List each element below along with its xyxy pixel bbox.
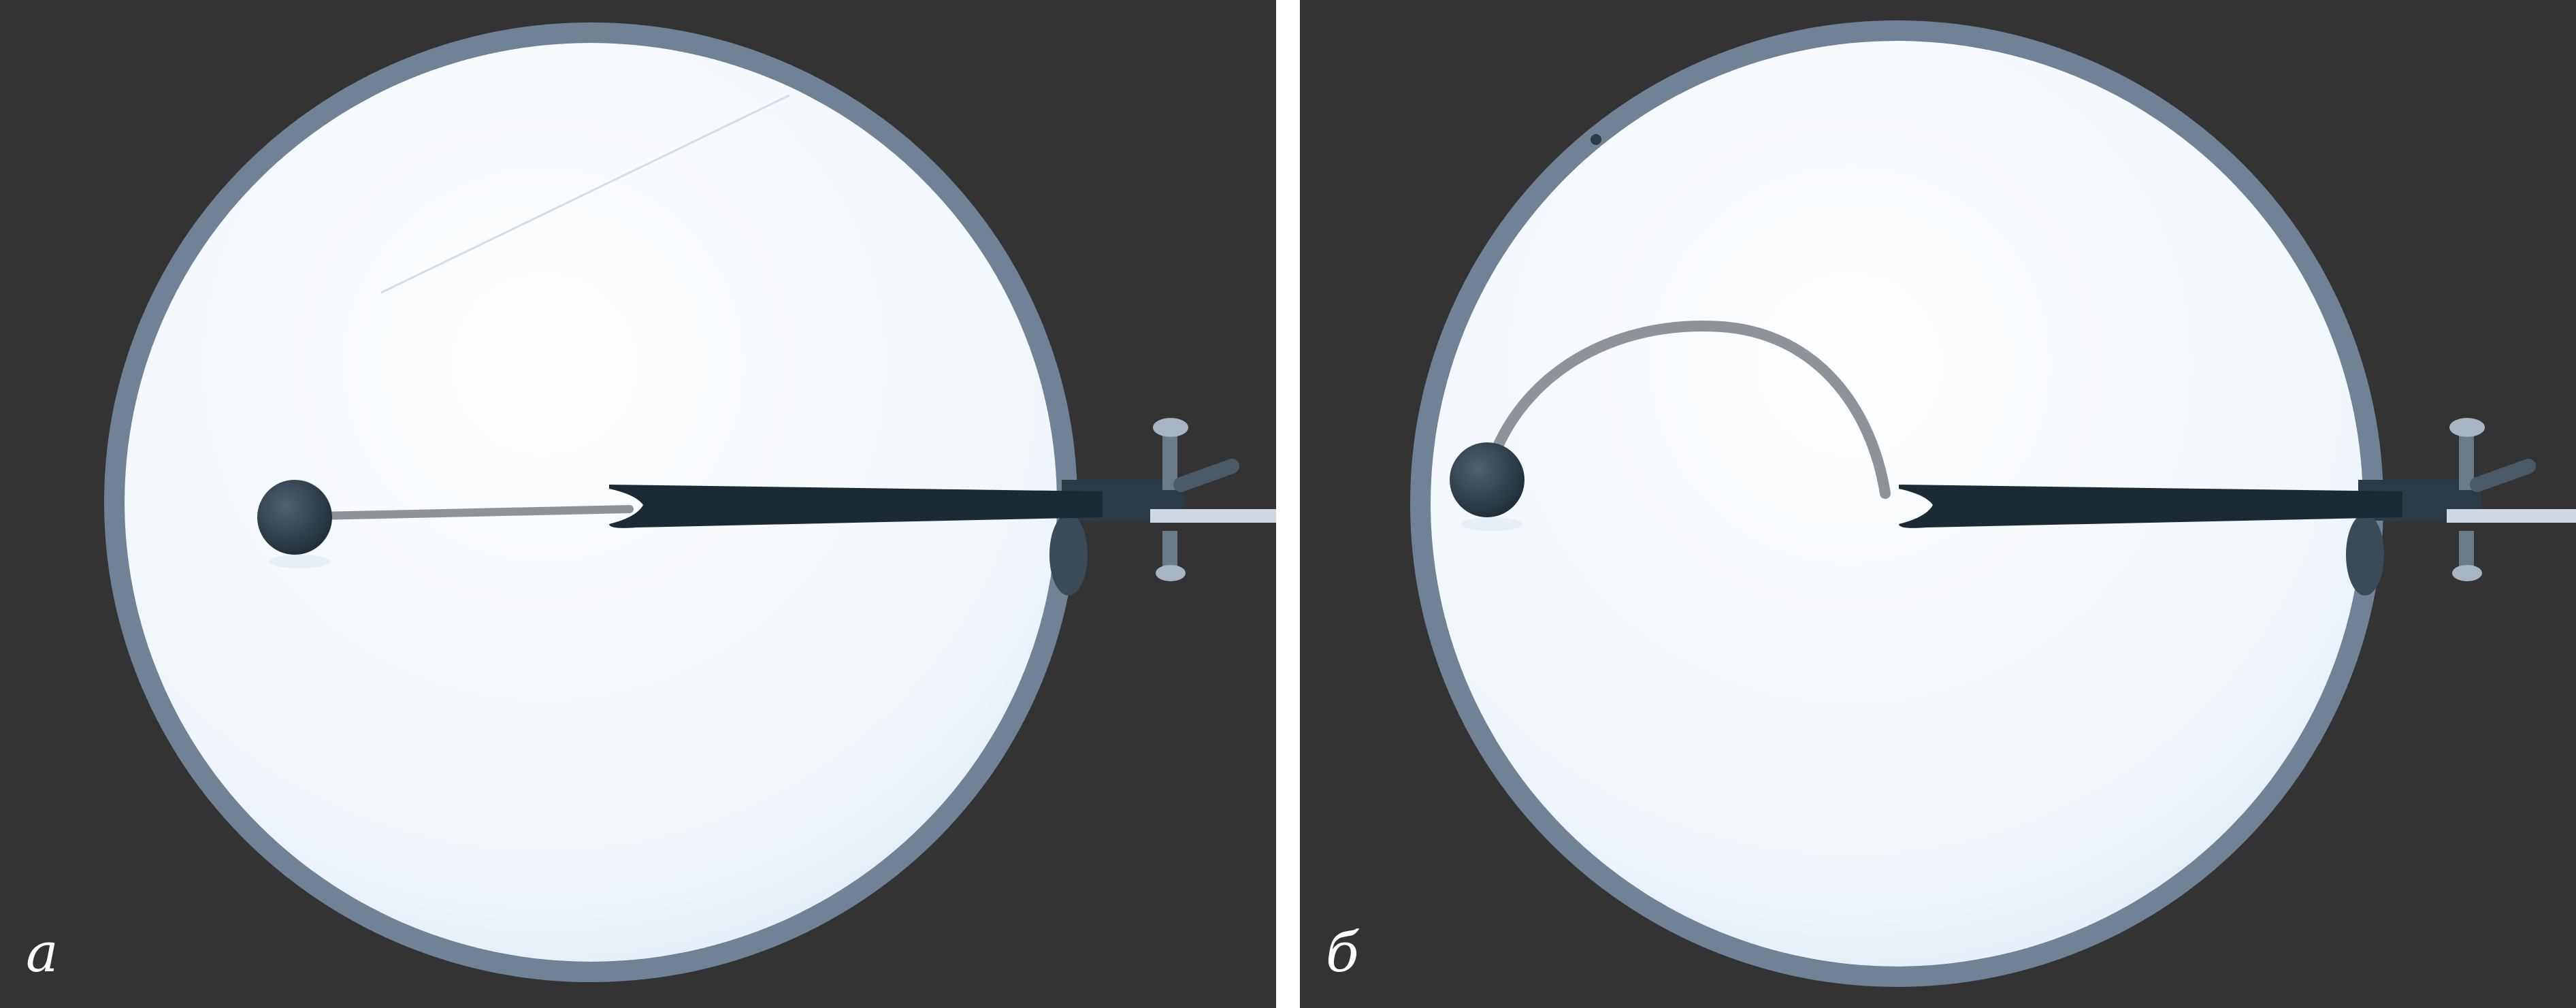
disk-scratch — [380, 94, 790, 294]
rod — [316, 505, 634, 520]
ball-shadow — [269, 555, 330, 568]
disk-dot — [1591, 134, 1601, 145]
ball-shadow — [1461, 517, 1522, 531]
panel-a-illustration — [104, 22, 1276, 982]
clamp — [1899, 485, 2402, 528]
rod — [1490, 321, 1891, 499]
panel-b-illustration — [1410, 20, 2576, 987]
disk — [125, 43, 1057, 962]
panel-b: б — [1300, 0, 2576, 1008]
panel-label: a — [26, 921, 59, 984]
disk — [1431, 41, 2363, 966]
clamp — [609, 485, 1103, 528]
panel-a: a — [0, 0, 1276, 1008]
ball — [257, 480, 332, 555]
ball — [1450, 442, 1525, 517]
panel-label: б — [1326, 921, 1359, 984]
